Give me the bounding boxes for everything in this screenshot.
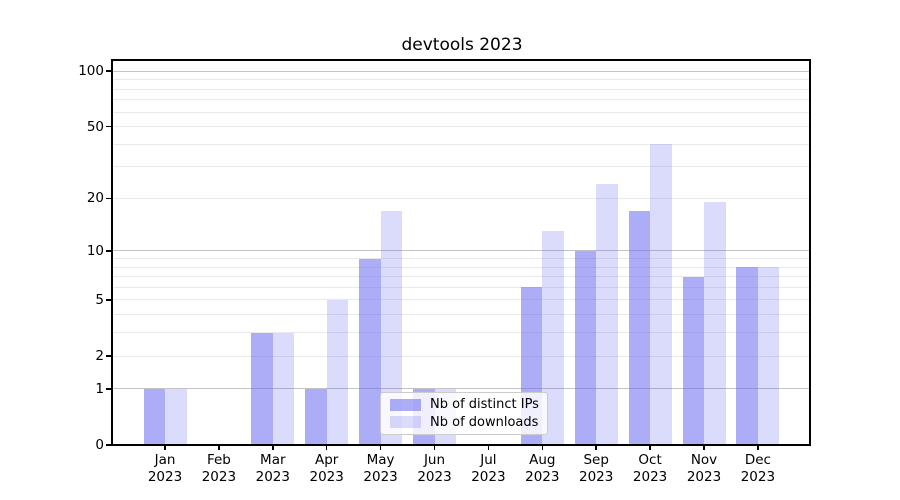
x-tick-mark <box>703 446 705 450</box>
legend: Nb of distinct IPs Nb of downloads <box>380 392 548 435</box>
legend-swatch-downloads <box>390 416 421 429</box>
x-tick-label: Feb 2023 <box>201 452 237 485</box>
legend-item-distinct-ips: Nb of distinct IPs <box>390 397 539 413</box>
y-tick-mark <box>106 388 111 390</box>
y-tick-mark <box>106 355 111 357</box>
x-tick-mark <box>325 446 328 450</box>
gridline-minor <box>113 355 811 357</box>
x-tick-label: Aug 2023 <box>525 452 560 485</box>
gridline-major <box>113 250 811 252</box>
legend-label-downloads: Nb of downloads <box>430 414 539 430</box>
y-tick-label: 100 <box>78 63 104 80</box>
gridline-minor <box>113 266 811 268</box>
x-tick-label: Dec 2023 <box>740 452 776 485</box>
gridline-minor <box>113 126 811 128</box>
x-tick-mark <box>433 446 436 450</box>
y-tick-mark <box>106 125 111 128</box>
y-tick-label: 2 <box>95 348 104 365</box>
gridline-minor <box>113 299 811 301</box>
gridline-minor <box>113 99 811 101</box>
bar-downloads-may <box>380 210 403 445</box>
x-tick-label: May 2023 <box>363 452 398 485</box>
axis-spine-top <box>111 59 811 61</box>
x-tick-mark <box>272 446 274 450</box>
axis-spine-left <box>111 59 113 446</box>
bar-ips-sep <box>574 250 597 445</box>
bar-ips-nov <box>682 276 704 445</box>
x-tick-label: Jul 2023 <box>471 452 506 485</box>
gridline-minor <box>113 332 811 334</box>
bar-downloads-dec <box>757 267 780 445</box>
y-tick-label: 20 <box>86 190 104 207</box>
bar-ips-oct <box>628 210 651 445</box>
y-tick-mark <box>106 299 111 301</box>
x-tick-mark <box>164 446 166 450</box>
gridline-minor <box>113 286 811 288</box>
axis-spine-right <box>809 59 811 446</box>
x-tick-label: Nov 2023 <box>686 452 722 485</box>
y-tick-label: 10 <box>86 242 104 259</box>
legend-swatch-distinct-ips <box>390 398 421 411</box>
y-tick-label: 50 <box>86 118 104 135</box>
x-tick-label: Jun 2023 <box>417 452 452 485</box>
bar-downloads-jan <box>165 388 187 445</box>
chart-title: devtools 2023 <box>401 35 523 55</box>
gridline-minor <box>113 314 811 316</box>
gridline-minor <box>113 166 811 168</box>
gridline-minor <box>113 143 811 145</box>
gridline-minor <box>113 111 811 113</box>
gridline-major <box>113 388 811 390</box>
bar-downloads-sep <box>596 184 618 445</box>
x-tick-mark <box>757 446 759 450</box>
y-tick-mark <box>106 197 111 200</box>
x-tick-mark <box>379 446 382 450</box>
x-tick-mark <box>541 446 544 450</box>
x-tick-label: Mar 2023 <box>255 452 290 485</box>
y-tick-mark <box>106 444 111 446</box>
bar-downloads-aug <box>542 231 564 445</box>
y-tick-label: 0 <box>95 437 104 453</box>
y-tick-label: 5 <box>95 291 104 308</box>
gridline-minor <box>113 88 811 90</box>
bar-downloads-mar <box>272 332 295 445</box>
gridline-major <box>113 70 811 72</box>
x-tick-label: Oct 2023 <box>632 452 668 485</box>
x-tick-mark <box>649 446 651 450</box>
bar-ips-dec <box>736 267 758 445</box>
y-tick-mark <box>106 70 111 72</box>
legend-item-downloads: Nb of downloads <box>390 415 538 430</box>
gridlines-layer <box>113 60 811 445</box>
legend-label-distinct-ips: Nb of distinct IPs <box>430 397 539 413</box>
x-tick-label: Jan 2023 <box>147 452 183 485</box>
gridline-minor <box>113 197 811 199</box>
bar-downloads-apr <box>326 299 349 445</box>
y-tick-label: 1 <box>95 380 104 397</box>
bar-ips-may <box>359 258 381 445</box>
bar-downloads-nov <box>704 202 726 445</box>
x-tick-label: Sep 2023 <box>579 452 614 485</box>
bars-layer <box>113 60 811 445</box>
bar-ips-apr <box>305 388 327 445</box>
gridline-minor <box>113 79 811 81</box>
y-tick-mark <box>106 250 111 252</box>
axis-spine-bottom <box>111 444 811 446</box>
bar-downloads-oct <box>650 144 672 445</box>
x-tick-mark <box>595 446 597 450</box>
bar-ips-mar <box>251 332 273 445</box>
x-tick-label: Apr 2023 <box>309 452 344 485</box>
x-tick-mark <box>218 446 220 450</box>
gridline-minor <box>113 276 811 278</box>
x-tick-mark <box>487 446 490 450</box>
plot-area: Nb of distinct IPs Nb of downloads <box>113 60 811 445</box>
bar-ips-jan <box>143 388 165 445</box>
gridline-minor <box>113 258 811 259</box>
